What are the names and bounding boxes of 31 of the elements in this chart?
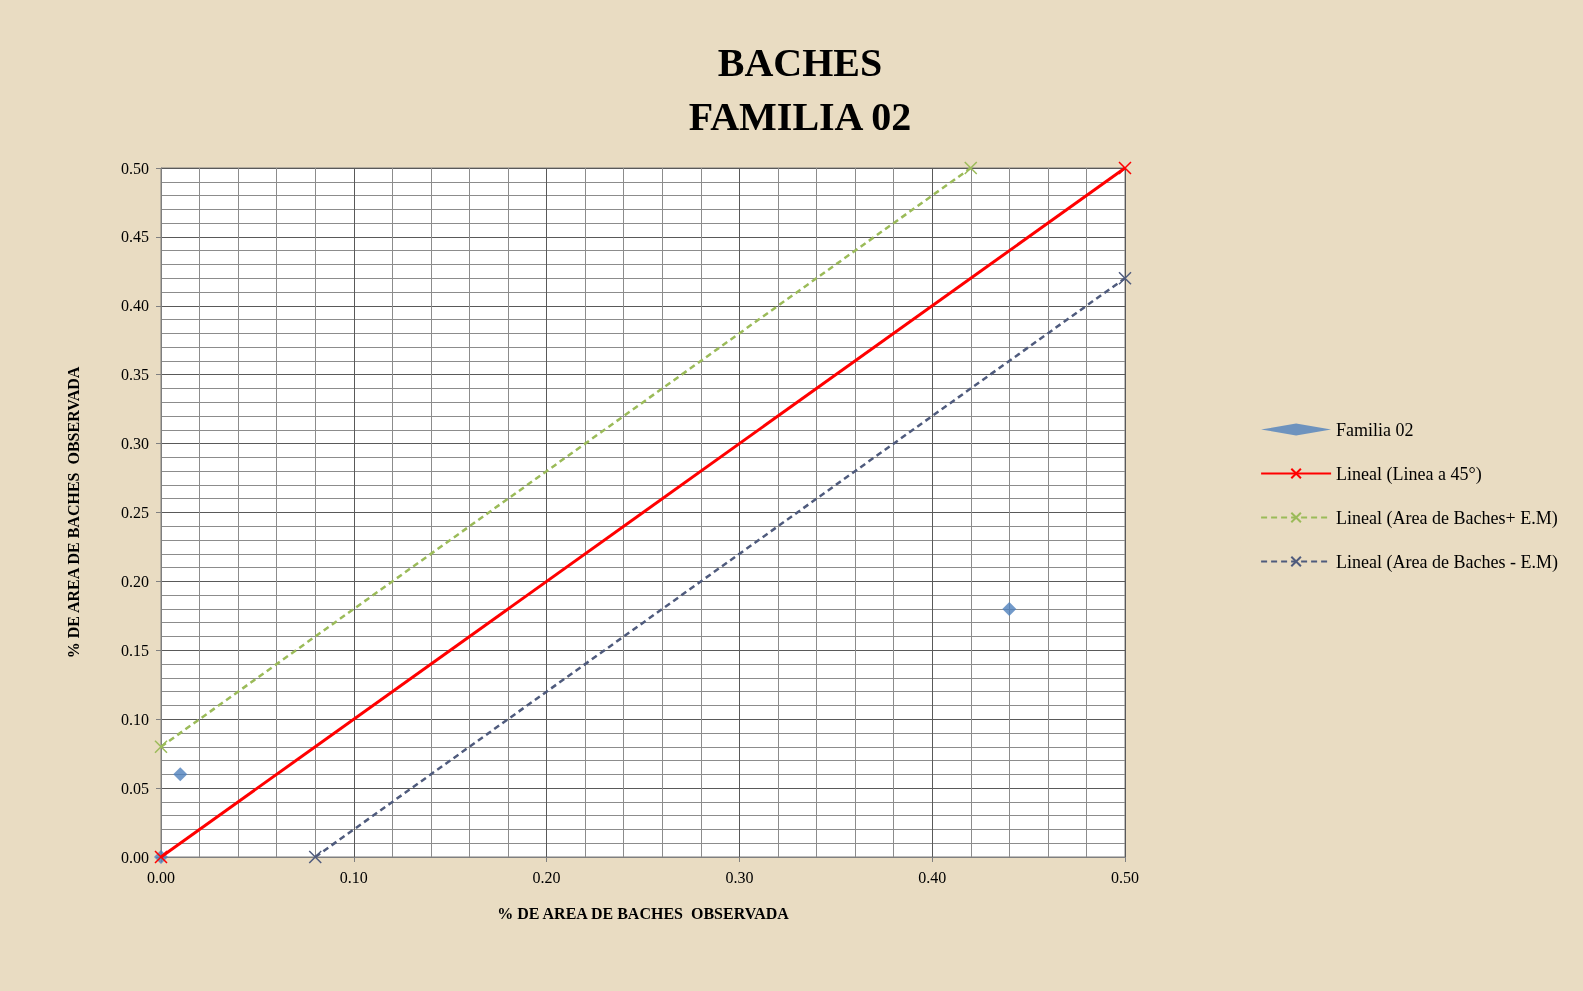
y-tick-label: 0.45 bbox=[121, 228, 149, 246]
y-tick-label: 0.30 bbox=[121, 435, 149, 453]
legend-label: Lineal (Area de Baches - E.M) bbox=[1336, 551, 1559, 573]
legend-label: Familia 02 bbox=[1336, 419, 1414, 440]
y-tick-label: 0.50 bbox=[121, 159, 149, 177]
x-tick-label: 0.20 bbox=[532, 868, 561, 886]
chart-title: BACHES FAMILIA 02 bbox=[688, 39, 912, 139]
point bbox=[1002, 601, 1017, 616]
x-tick-label: 0.10 bbox=[339, 868, 368, 886]
y-axis-title: % DE AREA DE BACHES OBSERVADA bbox=[64, 366, 82, 659]
y-tick-label: 0.05 bbox=[121, 779, 149, 797]
point bbox=[308, 850, 322, 864]
point bbox=[964, 161, 978, 175]
x-tick-label: 0.30 bbox=[725, 868, 754, 886]
point bbox=[173, 767, 188, 782]
legend-label: Lineal (Area de Baches+ E.M) bbox=[1336, 507, 1558, 529]
y-tick-label: 0.10 bbox=[121, 710, 149, 728]
y-tick-label: 0.40 bbox=[121, 297, 149, 315]
legend-label: Lineal (Linea a 45°) bbox=[1336, 463, 1482, 485]
y-tick-label: 0.00 bbox=[121, 848, 149, 866]
x-tick-label: 0.50 bbox=[1111, 868, 1139, 886]
y-tick-label: 0.35 bbox=[121, 366, 149, 384]
point bbox=[1118, 161, 1132, 175]
x-tick-label: 0.00 bbox=[147, 868, 175, 886]
point bbox=[154, 740, 168, 754]
y-tick-label: 0.25 bbox=[121, 504, 149, 521]
x-tick-label: 0.40 bbox=[918, 868, 947, 886]
x-axis-title: % DE AREA DE BACHES OBSERVADA bbox=[497, 904, 790, 922]
point bbox=[1118, 271, 1132, 285]
y-tick-label: 0.15 bbox=[121, 641, 149, 659]
y-tick-label: 0.20 bbox=[121, 572, 149, 590]
